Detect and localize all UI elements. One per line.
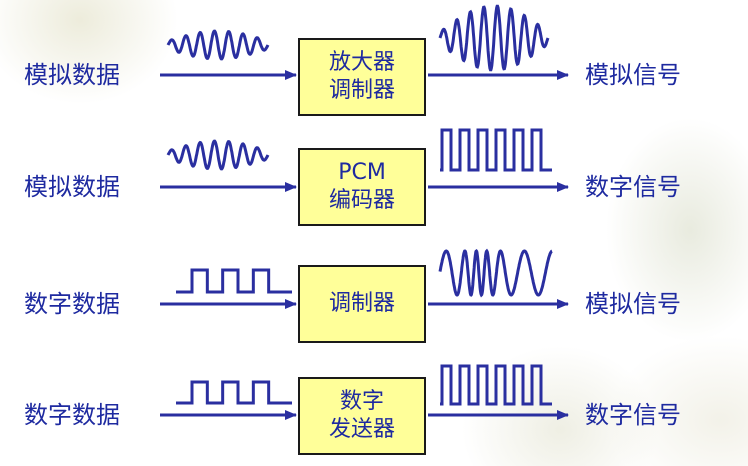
row1-amplifier-modulator-box: 放大器 调制器 xyxy=(298,38,426,116)
row3-modulator-box: 调制器 xyxy=(298,265,426,343)
row1-box-line2: 调制器 xyxy=(328,78,395,103)
row2-output-label: 数字信号 xyxy=(585,173,681,201)
row2-input-label: 模拟数据 xyxy=(24,173,120,201)
row1-output-label: 模拟信号 xyxy=(585,61,681,89)
row2-box-line2: 编码器 xyxy=(328,188,395,213)
row3-input-label: 数字数据 xyxy=(24,290,120,318)
row4-output-pulse-wave-icon xyxy=(440,364,552,406)
row4-input-label: 数字数据 xyxy=(24,401,120,429)
row4-output-label: 数字信号 xyxy=(585,401,681,429)
row3-input-square-wave-icon xyxy=(176,268,292,294)
row1-box-line1: 放大器 xyxy=(328,50,395,75)
row4-box-line2: 发送器 xyxy=(328,417,395,442)
row3-output-fm-wave-icon xyxy=(438,248,553,298)
row2-pcm-encoder-box: PCM 编码器 xyxy=(298,148,426,226)
row3-box-line1: 调制器 xyxy=(328,291,395,316)
row3-output-label: 模拟信号 xyxy=(585,290,681,318)
row2-output-pulse-wave-icon xyxy=(440,128,552,172)
row1-input-label: 模拟数据 xyxy=(24,61,120,89)
row1-output-amplified-wave-icon xyxy=(438,4,550,72)
row4-input-square-wave-icon xyxy=(176,380,292,405)
row1-input-analog-wave-icon xyxy=(166,29,270,61)
row4-digital-transmitter-box: 数字 发送器 xyxy=(298,377,426,455)
row2-input-analog-wave-icon xyxy=(166,139,270,171)
row2-box-line1: PCM xyxy=(338,160,386,185)
row4-box-line1: 数字 xyxy=(339,389,384,414)
